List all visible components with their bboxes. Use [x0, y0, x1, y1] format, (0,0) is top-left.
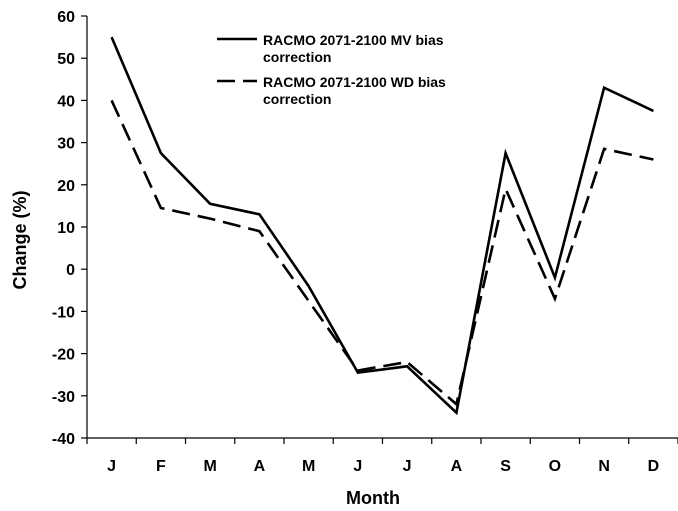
legend-label-1: RACMO 2071-2100 MV bias	[263, 32, 444, 48]
x-tick-label: O	[549, 458, 561, 475]
series-layer	[110, 36, 654, 416]
x-tick-label: M	[302, 458, 315, 475]
legend-label-1: correction	[263, 49, 331, 65]
y-tick-label: 10	[57, 220, 75, 237]
y-tick-label: 0	[66, 262, 75, 279]
x-tick-label: A	[254, 458, 266, 475]
y-tick-label: -20	[52, 347, 75, 364]
y-axis: -40 -30 -20 -10 0 10 20 30 40 50 60	[52, 9, 88, 448]
x-tick-label: J	[403, 458, 412, 475]
y-tick-label: -10	[52, 304, 75, 321]
y-tick-label: 20	[57, 178, 75, 195]
y-tick-label: -40	[52, 431, 75, 448]
y-tick-label: 40	[57, 93, 75, 110]
x-tick-label: M	[203, 458, 216, 475]
x-tick-label: J	[353, 458, 362, 475]
y-tick-label: 50	[57, 51, 75, 68]
legend-label-2: correction	[263, 91, 331, 107]
y-tick-label: -30	[52, 389, 75, 406]
x-tick-label: A	[451, 458, 463, 475]
x-tick-label: D	[648, 458, 660, 475]
y-axis-title: Change (%)	[10, 190, 30, 289]
legend-label-2: RACMO 2071-2100 WD bias	[263, 74, 446, 90]
series-line-1	[110, 36, 654, 416]
y-tick-label: 30	[57, 136, 75, 153]
x-axis-title: Month	[346, 488, 400, 508]
y-tick-label: 60	[57, 9, 75, 26]
x-tick-label: J	[107, 458, 116, 475]
x-tick-label: S	[500, 458, 511, 475]
series-line-2	[110, 99, 654, 407]
x-tick-label: N	[598, 458, 610, 475]
x-tick-label: F	[156, 458, 166, 475]
